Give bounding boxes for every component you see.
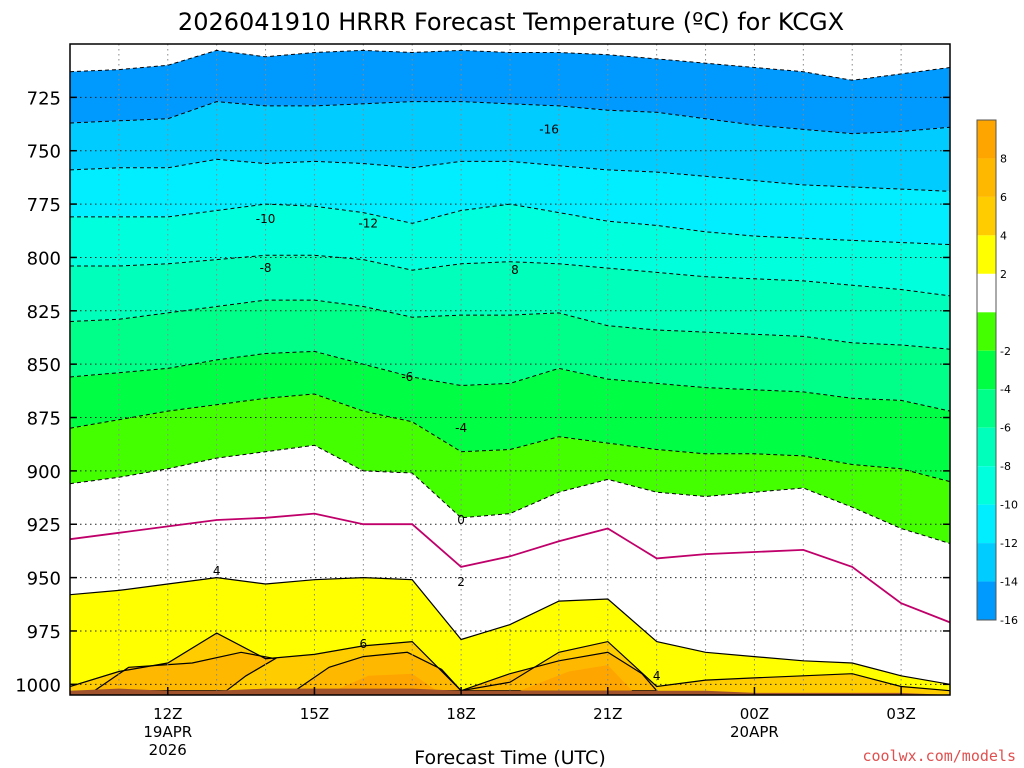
colorbar-band--14 <box>977 504 996 544</box>
contour-label-9: 4 <box>213 564 221 578</box>
colorbar-tick--8: -8 <box>1000 460 1011 473</box>
colorbar-tick-8: 8 <box>1000 152 1007 165</box>
colorbar-band--12 <box>977 466 996 505</box>
colorbar-band--4 <box>977 312 996 351</box>
fill-band--10-to--8 <box>70 255 950 350</box>
y-tick-label-775: 775 <box>27 195 61 216</box>
fill-band--6-to--4 <box>70 351 950 482</box>
colorbar-tick-2: 2 <box>1000 268 1007 281</box>
contour-label-6: -4 <box>455 421 467 435</box>
colorbar-tick--4: -4 <box>1000 383 1011 396</box>
contour-line--14 <box>70 158 950 192</box>
colorbar-tick--14: -14 <box>1000 576 1018 589</box>
colorbar-band--2 <box>977 273 996 313</box>
colorbar-tick-4: 4 <box>1000 229 1007 242</box>
contour-label-3: -8 <box>260 261 272 275</box>
contour-line--2 <box>70 444 950 544</box>
plot-frame <box>69 43 951 696</box>
contour-line-0 <box>70 512 950 624</box>
colorbar-tick--10: -10 <box>1000 499 1018 512</box>
y-axis: 725 750 775 800 825 850 875 900 925 950 975 1000 <box>15 88 950 696</box>
contour-line--4 <box>70 393 950 483</box>
x-axis-label: Forecast Time (UTC) <box>414 747 605 768</box>
x-tick-label-18-0: 18Z <box>446 705 475 723</box>
colorbar-band-6 <box>977 158 996 197</box>
colorbar-band-8 <box>977 120 996 159</box>
contour-label-10: 6 <box>360 637 368 651</box>
y-tick-label-725: 725 <box>27 88 61 109</box>
colorbar-frame <box>976 119 997 621</box>
contour-line--8 <box>70 299 950 350</box>
temperature-fill-bands <box>70 44 950 695</box>
contour-label-4: 8 <box>511 263 519 277</box>
ground-fill <box>70 688 950 695</box>
colorbar-tick--6: -6 <box>1000 422 1011 435</box>
y-tick-label-850: 850 <box>27 355 61 376</box>
contour-label-2: -12 <box>358 216 378 230</box>
y-tick-label-975: 975 <box>27 622 61 643</box>
contour-line--6 <box>70 350 950 412</box>
colorbar-tick-6: 6 <box>1000 191 1007 204</box>
colorbar-band--8 <box>977 389 996 428</box>
contour-label-1: -10 <box>256 212 276 226</box>
contour-line--12 <box>70 203 950 246</box>
colorbar-band--6 <box>977 350 996 390</box>
credit-text: coolwx.com/models <box>862 747 1016 765</box>
x-tick-label-24-0: 00Z <box>740 705 769 723</box>
colorbar-band--18 <box>977 581 996 620</box>
fill-band--14-to--12 <box>70 159 950 245</box>
fill-band--16-to--14 <box>70 101 950 192</box>
fill-band--18-to--16 <box>70 50 950 134</box>
contour-line-4 <box>70 632 950 692</box>
fill-band--4-to--2 <box>70 394 950 544</box>
x-tick-label-12-2: 2026 <box>149 741 187 759</box>
contour-label-11: 4 <box>653 669 661 683</box>
warm-pocket-8-4 <box>519 665 633 691</box>
y-tick-label-750: 750 <box>27 142 61 163</box>
contour-line--16 <box>70 101 950 135</box>
chart-title: 2026041910 HRRR Forecast Temperature (ºC… <box>178 8 844 36</box>
contour-labels: -16 -10 -12 -8 8 -6 -4 0 2 4 6 4 <box>213 122 661 683</box>
grid-lines <box>70 44 950 695</box>
warm-pocket-8-3 <box>334 673 437 691</box>
ground-surface <box>70 688 950 695</box>
fill-band-0-to-2 <box>70 513 950 685</box>
contour-label-5: -6 <box>401 370 413 384</box>
y-tick-label-925: 925 <box>27 515 61 536</box>
x-tick-label-21-0: 21Z <box>593 705 622 723</box>
fill-band--8-to--6 <box>70 300 950 412</box>
contour-label-7: 0 <box>457 513 465 527</box>
x-tick-label-12-0: 12Z <box>153 705 182 723</box>
y-tick-label-800: 800 <box>27 248 61 269</box>
colorbar-band--10 <box>977 427 996 467</box>
colorbar-tick--16: -16 <box>1000 614 1018 627</box>
fill-band--2-to-0 <box>70 445 950 623</box>
y-tick-label-875: 875 <box>27 409 61 430</box>
contour-label-8: 2 <box>457 575 465 589</box>
y-tick-label-900: 900 <box>27 462 61 483</box>
colorbar-band-2 <box>977 235 996 274</box>
colorbar-tick--2: -2 <box>1000 345 1011 358</box>
y-tick-label-950: 950 <box>27 569 61 590</box>
contour-line--10 <box>70 254 950 297</box>
contour-line--18 <box>70 49 950 81</box>
x-tick-label-27-0: 03Z <box>886 705 915 723</box>
x-tick-label-12-1: 19APR <box>143 723 192 741</box>
colorbar: 8 6 4 2 -2 -4 -6 -8 -10 -12 -14 -16 <box>976 119 1018 627</box>
x-tick-label-15-0: 15Z <box>300 705 329 723</box>
contour-lines <box>70 49 950 692</box>
contour-label-0: -16 <box>539 122 559 136</box>
colorbar-band-4 <box>977 196 996 236</box>
fill-band-below--18 <box>70 44 950 81</box>
contour-line-2 <box>70 576 950 685</box>
y-tick-label-825: 825 <box>27 302 61 323</box>
x-tick-label-24-1: 20APR <box>730 723 779 741</box>
y-tick-label-1000: 1000 <box>15 675 61 696</box>
colorbar-tick--12: -12 <box>1000 537 1018 550</box>
colorbar-band--16 <box>977 543 996 582</box>
